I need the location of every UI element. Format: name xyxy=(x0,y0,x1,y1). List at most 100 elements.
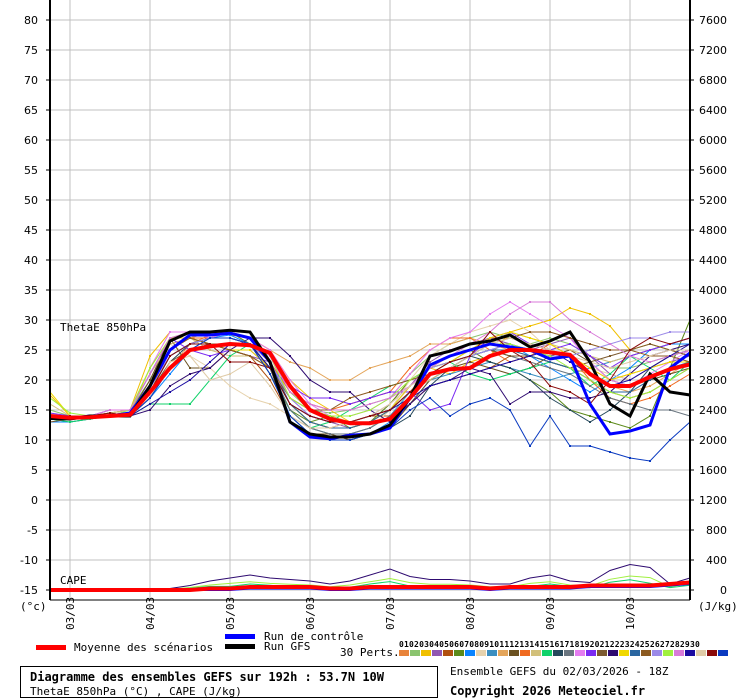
right-tick-label: 6400 xyxy=(699,104,727,117)
right-tick-label: 800 xyxy=(706,524,727,537)
chart-title: Diagramme des ensembles GEFS sur 192h : … xyxy=(30,670,385,684)
x-tick-label: 09/03 xyxy=(544,597,557,630)
right-tick-label: 0 xyxy=(720,584,727,597)
left-tick-label: 35 xyxy=(24,284,38,297)
right-tick-label: 1200 xyxy=(699,494,727,507)
x-tick-label: 03/03 xyxy=(64,597,77,630)
perturbation-swatch xyxy=(542,650,552,656)
chart-subtitle: ThetaE 850hPa (°C) , CAPE (J/kg) xyxy=(30,685,242,698)
x-axis-ticks: 03/03 04/03 05/03 06/03 07/03 08/03 09/03 10/03 xyxy=(64,597,637,630)
perturbation-swatch xyxy=(641,650,651,656)
left-tick-label: 0 xyxy=(31,494,38,507)
perturbation-numbers: 0102030405060708091011121314151617181920… xyxy=(399,640,700,649)
perturbation-swatch xyxy=(476,650,486,656)
perturbation-swatch xyxy=(630,650,640,656)
perturbation-swatch xyxy=(564,650,574,656)
x-tick-label: 07/03 xyxy=(384,597,397,630)
right-tick-label: 2400 xyxy=(699,404,727,417)
grid-lines xyxy=(46,0,694,600)
x-tick-label: 04/03 xyxy=(144,597,157,630)
left-tick-label: 50 xyxy=(24,194,38,207)
perturbation-swatch xyxy=(652,650,662,656)
perturbation-swatch xyxy=(685,650,695,656)
perturbation-swatch xyxy=(575,650,585,656)
perturbation-swatch xyxy=(443,650,453,656)
legend-perts-label: 30 Perts. xyxy=(340,646,400,659)
right-tick-label: 3600 xyxy=(699,314,727,327)
left-tick-label: 20 xyxy=(24,374,38,387)
left-unit-label: (°c) xyxy=(20,600,47,613)
perturbation-swatch xyxy=(410,650,420,656)
left-tick-label: 15 xyxy=(24,404,38,417)
right-axis-ticks: 7600720068006400600056005200480044004000… xyxy=(699,14,727,597)
left-tick-label: 40 xyxy=(24,254,38,267)
left-tick-label: -10 xyxy=(20,554,38,567)
perturbation-swatch xyxy=(718,650,728,656)
perturbation-swatch xyxy=(663,650,673,656)
perturbation-swatch xyxy=(432,650,442,656)
left-tick-label: -5 xyxy=(27,524,38,537)
right-tick-label: 7200 xyxy=(699,44,727,57)
right-tick-label: 5200 xyxy=(699,194,727,207)
cape-lines xyxy=(49,563,691,592)
left-tick-label: 60 xyxy=(24,134,38,147)
perturbation-swatch xyxy=(399,650,409,656)
perturbation-swatch xyxy=(696,650,706,656)
left-tick-label: 70 xyxy=(24,74,38,87)
left-tick-label: 10 xyxy=(24,434,38,447)
perturbation-swatch xyxy=(487,650,497,656)
right-tick-label: 2800 xyxy=(699,374,727,387)
legend-mean-swatch xyxy=(36,645,66,650)
x-tick-label: 08/03 xyxy=(464,597,477,630)
right-tick-label: 4400 xyxy=(699,254,727,267)
x-tick-label: 06/03 xyxy=(304,597,317,630)
perturbation-swatch xyxy=(520,650,530,656)
right-tick-label: 5600 xyxy=(699,164,727,177)
left-tick-label: 65 xyxy=(24,104,38,117)
title-box: Diagramme des ensembles GEFS sur 192h : … xyxy=(20,666,438,698)
perturbation-swatch xyxy=(498,650,508,656)
run-info: Ensemble GEFS du 02/03/2026 - 18Z xyxy=(450,665,669,678)
legend-control-label: Run de contrôle xyxy=(264,630,364,643)
right-tick-label: 4800 xyxy=(699,224,727,237)
perturbation-swatch xyxy=(531,650,541,656)
left-tick-label: 30 xyxy=(24,314,38,327)
left-tick-label: -15 xyxy=(20,584,38,597)
copyright: Copyright 2026 Meteociel.fr xyxy=(450,684,646,698)
mean-line xyxy=(49,342,691,426)
left-tick-label: 55 xyxy=(24,164,38,177)
perturbation-swatch xyxy=(608,650,618,656)
left-tick-label: 25 xyxy=(24,344,38,357)
perturbation-swatch xyxy=(509,650,519,656)
perturbation-swatch xyxy=(586,650,596,656)
right-tick-label: 2000 xyxy=(699,434,727,447)
thetae-annotation: ThetaE 850hPa xyxy=(60,321,146,334)
left-tick-label: 5 xyxy=(31,464,38,477)
perturbation-swatch xyxy=(619,650,629,656)
perturbation-swatches xyxy=(399,650,728,656)
left-tick-label: 75 xyxy=(24,44,38,57)
right-tick-label: 7600 xyxy=(699,14,727,27)
cape-annotation: CAPE xyxy=(60,574,87,587)
main-lines xyxy=(49,328,691,441)
perturbation-swatch xyxy=(674,650,684,656)
perturbation-swatch xyxy=(421,650,431,656)
right-tick-label: 1600 xyxy=(699,464,727,477)
right-tick-label: 4000 xyxy=(699,284,727,297)
perturbation-swatch xyxy=(597,650,607,656)
legend-control-swatch xyxy=(225,634,255,639)
x-tick-label: 05/03 xyxy=(224,597,237,630)
right-tick-label: 6800 xyxy=(699,74,727,87)
left-tick-label: 80 xyxy=(24,14,38,27)
gfs-run-line xyxy=(49,328,691,439)
perturbation-swatch xyxy=(454,650,464,656)
right-unit-label: (J/kg) xyxy=(698,600,738,613)
x-tick-label: 10/03 xyxy=(624,597,637,630)
legend-gfs-swatch xyxy=(225,644,255,649)
legend-mean-label: Moyenne des scénarios xyxy=(74,641,214,654)
perturbation-swatch xyxy=(465,650,475,656)
right-tick-label: 6000 xyxy=(699,134,727,147)
left-tick-label: 45 xyxy=(24,224,38,237)
right-tick-label: 400 xyxy=(706,554,727,567)
